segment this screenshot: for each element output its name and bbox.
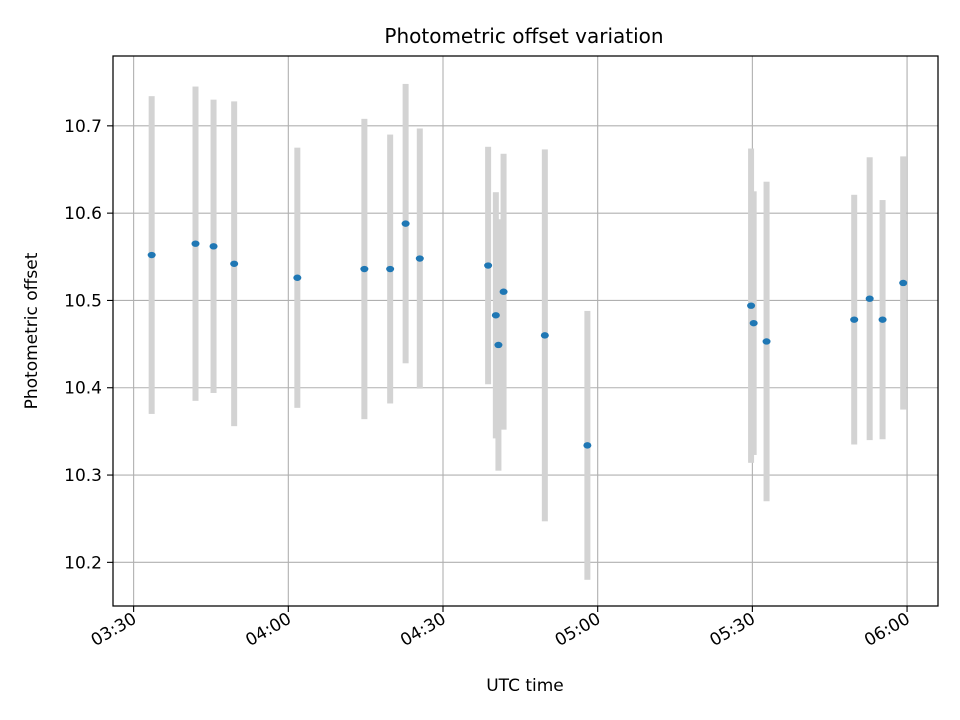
data-point	[386, 265, 395, 273]
y-tick-label: 10.5	[64, 291, 102, 311]
data-point	[491, 312, 500, 319]
data-point	[401, 220, 410, 227]
chart-title: Photometric offset variation	[384, 24, 663, 48]
error-bars	[148, 83, 907, 580]
plot-frame	[112, 55, 939, 607]
data-point	[230, 260, 239, 267]
x-axis-label: UTC time	[486, 676, 564, 696]
data-points	[147, 220, 908, 449]
data-point	[191, 240, 200, 247]
data-point	[583, 442, 592, 449]
data-point	[899, 279, 908, 287]
data-point	[747, 302, 756, 309]
y-tick-label: 10.2	[64, 553, 102, 573]
data-point	[415, 255, 424, 262]
data-point	[293, 274, 302, 281]
x-tick-label: 03:30	[88, 609, 140, 651]
data-point	[494, 341, 503, 349]
data-point	[540, 332, 549, 339]
y-tick-label: 10.4	[64, 379, 102, 399]
data-point	[749, 319, 758, 327]
data-point	[762, 338, 771, 345]
y-tick-label: 10.7	[64, 117, 102, 137]
data-point	[147, 251, 156, 259]
data-point	[360, 265, 369, 273]
y-tick-label: 10.3	[64, 466, 102, 486]
data-point	[850, 316, 859, 323]
y-axis-label: Photometric offset	[22, 252, 42, 409]
data-point	[484, 262, 493, 269]
x-tick-label: 05:30	[706, 609, 758, 651]
x-tick-label: 06:00	[861, 609, 913, 651]
x-tick-label: 05:00	[552, 609, 604, 651]
data-point	[865, 295, 874, 302]
y-tick-label: 10.6	[64, 204, 102, 224]
x-tick-label: 04:00	[242, 609, 294, 651]
data-point	[878, 316, 887, 323]
data-point	[209, 243, 218, 250]
x-tick-label: 04:30	[397, 609, 449, 651]
data-point	[499, 288, 508, 295]
